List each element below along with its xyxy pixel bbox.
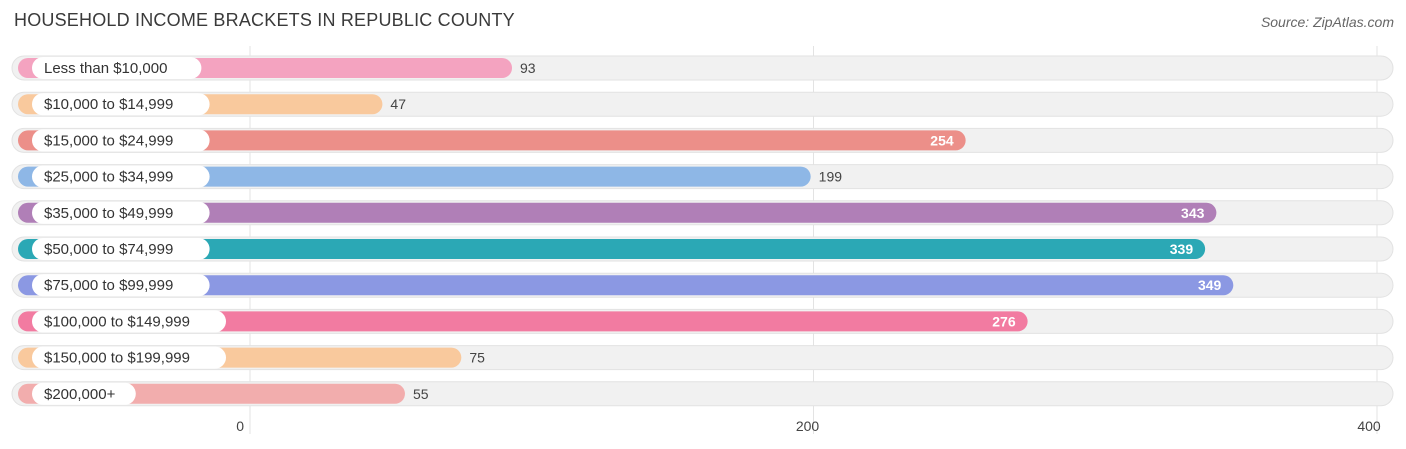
value-label: 199 [819, 169, 843, 185]
category-label-pill [32, 93, 210, 116]
bar[interactable] [18, 275, 1234, 296]
category-label: $75,000 to $99,999 [44, 277, 173, 294]
category-label: $35,000 to $49,999 [44, 205, 173, 222]
value-label: 47 [390, 96, 406, 112]
category-label: $100,000 to $149,999 [44, 313, 190, 330]
value-label: 349 [1198, 277, 1222, 293]
value-label: 254 [930, 132, 954, 148]
value-label: 55 [413, 386, 429, 402]
category-label: $50,000 to $74,999 [44, 241, 173, 258]
category-label-pill [32, 274, 210, 297]
category-label-pill [32, 238, 210, 260]
category-label: $25,000 to $34,999 [44, 169, 173, 186]
value-label: 276 [992, 313, 1016, 329]
bar-layer: Less than $10,000 93 $10,000 to $14,999 47 $… [18, 57, 1234, 405]
source-label: Source: ZipAtlas.com [1260, 14, 1394, 30]
x-tick-label: 400 [1357, 418, 1381, 434]
category-label-pill [32, 310, 226, 333]
bar[interactable] [18, 166, 811, 187]
axis-layer: 0 200 400 [236, 418, 1381, 434]
value-label: 93 [520, 60, 536, 76]
x-tick-label: 0 [236, 418, 244, 434]
chart-title: HOUSEHOLD INCOME BRACKETS IN REPUBLIC CO… [14, 10, 515, 30]
value-label: 339 [1170, 241, 1194, 257]
category-label: $10,000 to $14,999 [44, 96, 173, 113]
category-label-pill [32, 382, 136, 405]
x-tick-label: 200 [796, 418, 820, 434]
bar[interactable] [18, 130, 966, 151]
category-label: $200,000+ [44, 386, 116, 403]
bar[interactable] [18, 311, 1028, 332]
category-label-pill [32, 129, 210, 152]
category-label: $150,000 to $199,999 [44, 350, 190, 367]
category-label-pill [32, 57, 202, 79]
category-label-pill [32, 201, 210, 224]
value-label: 75 [469, 350, 485, 366]
category-label: $15,000 to $24,999 [44, 132, 173, 149]
bar[interactable] [18, 202, 1217, 223]
category-label: Less than $10,000 [44, 60, 167, 77]
category-label-pill [32, 165, 210, 188]
category-label-pill [32, 346, 226, 369]
bar[interactable] [18, 239, 1206, 259]
value-label: 343 [1181, 205, 1205, 221]
